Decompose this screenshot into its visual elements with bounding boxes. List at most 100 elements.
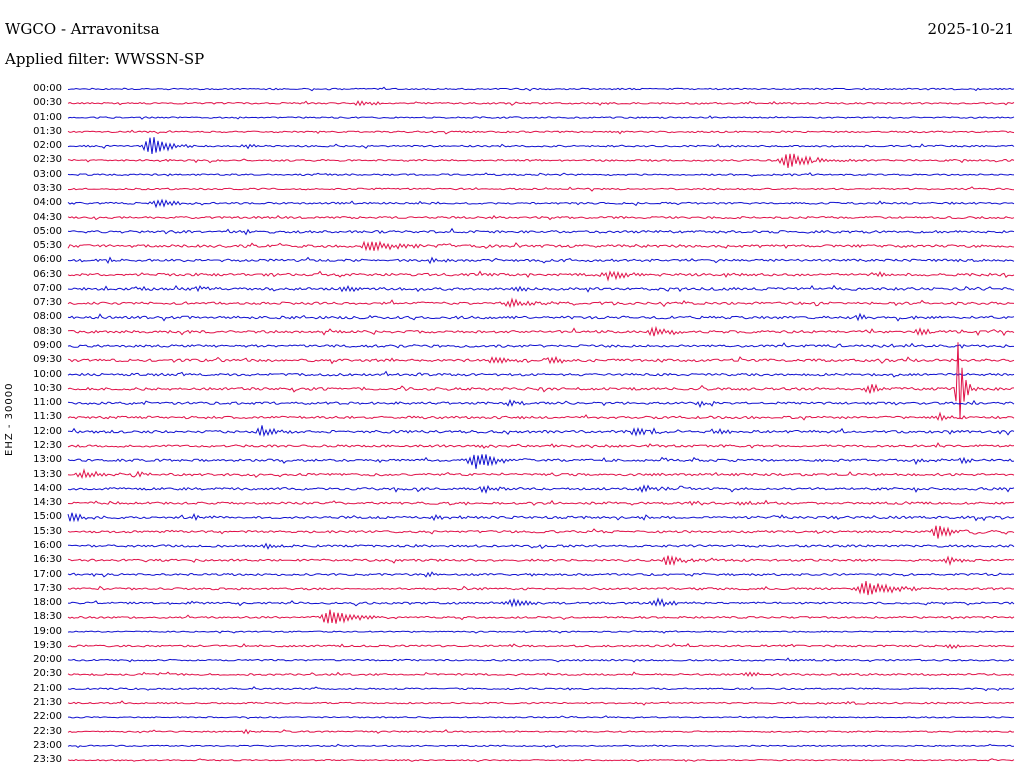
station-title: WGCO - Arravonitsa [5, 20, 160, 38]
time-label: 06:00 [33, 254, 62, 266]
trace-row [67, 686, 1015, 692]
time-label: 14:00 [33, 482, 62, 494]
trace-row [67, 115, 1015, 120]
time-label: 21:30 [33, 697, 62, 709]
date-label: 2025-10-21 [927, 20, 1014, 38]
time-label: 11:00 [33, 397, 62, 409]
time-label: 08:30 [33, 325, 62, 337]
time-label: 18:30 [33, 611, 62, 623]
trace-row [67, 642, 1015, 650]
time-label: 13:00 [33, 454, 62, 466]
time-label: 23:30 [33, 754, 62, 766]
time-label: 10:00 [33, 368, 62, 380]
time-label: 04:00 [33, 197, 62, 209]
time-label: 05:30 [33, 240, 62, 252]
time-label: 13:30 [33, 468, 62, 480]
trace-row [67, 355, 1015, 365]
time-label: 07:00 [33, 282, 62, 294]
trace-row [67, 215, 1015, 221]
time-label: 22:30 [33, 725, 62, 737]
trace-row [68, 715, 1015, 720]
trace-row [67, 198, 1015, 209]
trace-row [67, 227, 1015, 236]
trace-row [67, 153, 1015, 168]
time-label: 08:00 [33, 311, 62, 323]
trace-row [67, 542, 1015, 550]
trace-row [67, 172, 1015, 177]
trace-row [67, 186, 1015, 192]
trace-row [67, 657, 1015, 663]
trace-row [67, 442, 1015, 449]
trace-row [67, 484, 1015, 494]
time-label: 17:00 [33, 568, 62, 580]
trace-row [67, 525, 1015, 539]
trace-row [67, 342, 1015, 420]
time-label: 19:00 [33, 625, 62, 637]
time-label: 18:00 [33, 597, 62, 609]
trace-row [67, 425, 1015, 438]
trace-row [67, 609, 1015, 624]
time-label: 03:00 [33, 168, 62, 180]
trace-row [67, 270, 1015, 282]
trace-row [67, 411, 1015, 422]
trace-row [67, 571, 1015, 578]
time-label: 02:30 [33, 154, 62, 166]
trace-row [67, 312, 1015, 322]
trace-row [67, 630, 1015, 634]
time-label: 21:00 [33, 682, 62, 694]
trace-row [67, 240, 1015, 252]
trace-row [67, 758, 1015, 763]
time-label: 00:00 [33, 83, 62, 94]
time-label: 04:30 [33, 211, 62, 223]
time-label: 15:00 [33, 511, 62, 523]
time-label: 02:00 [33, 140, 62, 152]
time-label: 05:00 [33, 225, 62, 237]
time-label: 16:00 [33, 539, 62, 551]
trace-row [67, 325, 1015, 337]
trace-row [67, 100, 1015, 107]
time-label: 23:00 [33, 739, 62, 751]
trace-row [67, 256, 1015, 265]
time-label: 07:30 [33, 297, 62, 309]
time-label: 20:30 [33, 668, 62, 680]
time-label: 00:30 [33, 97, 62, 109]
time-label: 12:30 [33, 440, 62, 451]
trace-row [67, 398, 1015, 409]
trace-row [67, 342, 1014, 349]
time-label: 12:00 [33, 425, 62, 437]
time-label: 16:30 [33, 554, 62, 566]
trace-row [67, 86, 1015, 92]
trace-row [67, 554, 1015, 567]
time-label: 01:00 [33, 111, 62, 123]
trace-row [67, 137, 1015, 154]
time-label: 09:30 [33, 354, 62, 366]
trace-row [67, 284, 1015, 293]
time-label: 15:30 [33, 525, 62, 537]
trace-row [67, 728, 1015, 735]
time-label: 14:30 [33, 497, 62, 509]
time-label: 06:30 [33, 268, 62, 280]
time-label: 19:30 [33, 639, 62, 651]
trace-row [67, 743, 1015, 749]
trace-row [67, 671, 1015, 677]
trace-row [67, 129, 1015, 135]
time-label: 11:30 [33, 411, 62, 423]
trace-row [67, 454, 1015, 469]
trace-row [67, 597, 1015, 608]
trace-row [67, 499, 1015, 506]
trace-row [67, 468, 1015, 479]
time-label: 20:00 [33, 654, 62, 666]
time-label: 03:30 [33, 182, 62, 194]
trace-row [67, 370, 1015, 378]
trace-row [67, 297, 1015, 309]
time-label: 09:00 [33, 340, 62, 352]
time-label: 10:30 [33, 382, 62, 394]
trace-row [67, 581, 1015, 596]
trace-row [67, 700, 1015, 706]
time-label: 17:30 [33, 582, 62, 594]
trace-row [67, 512, 1015, 523]
time-label: 01:30 [33, 125, 62, 137]
time-label: 22:00 [33, 711, 62, 723]
